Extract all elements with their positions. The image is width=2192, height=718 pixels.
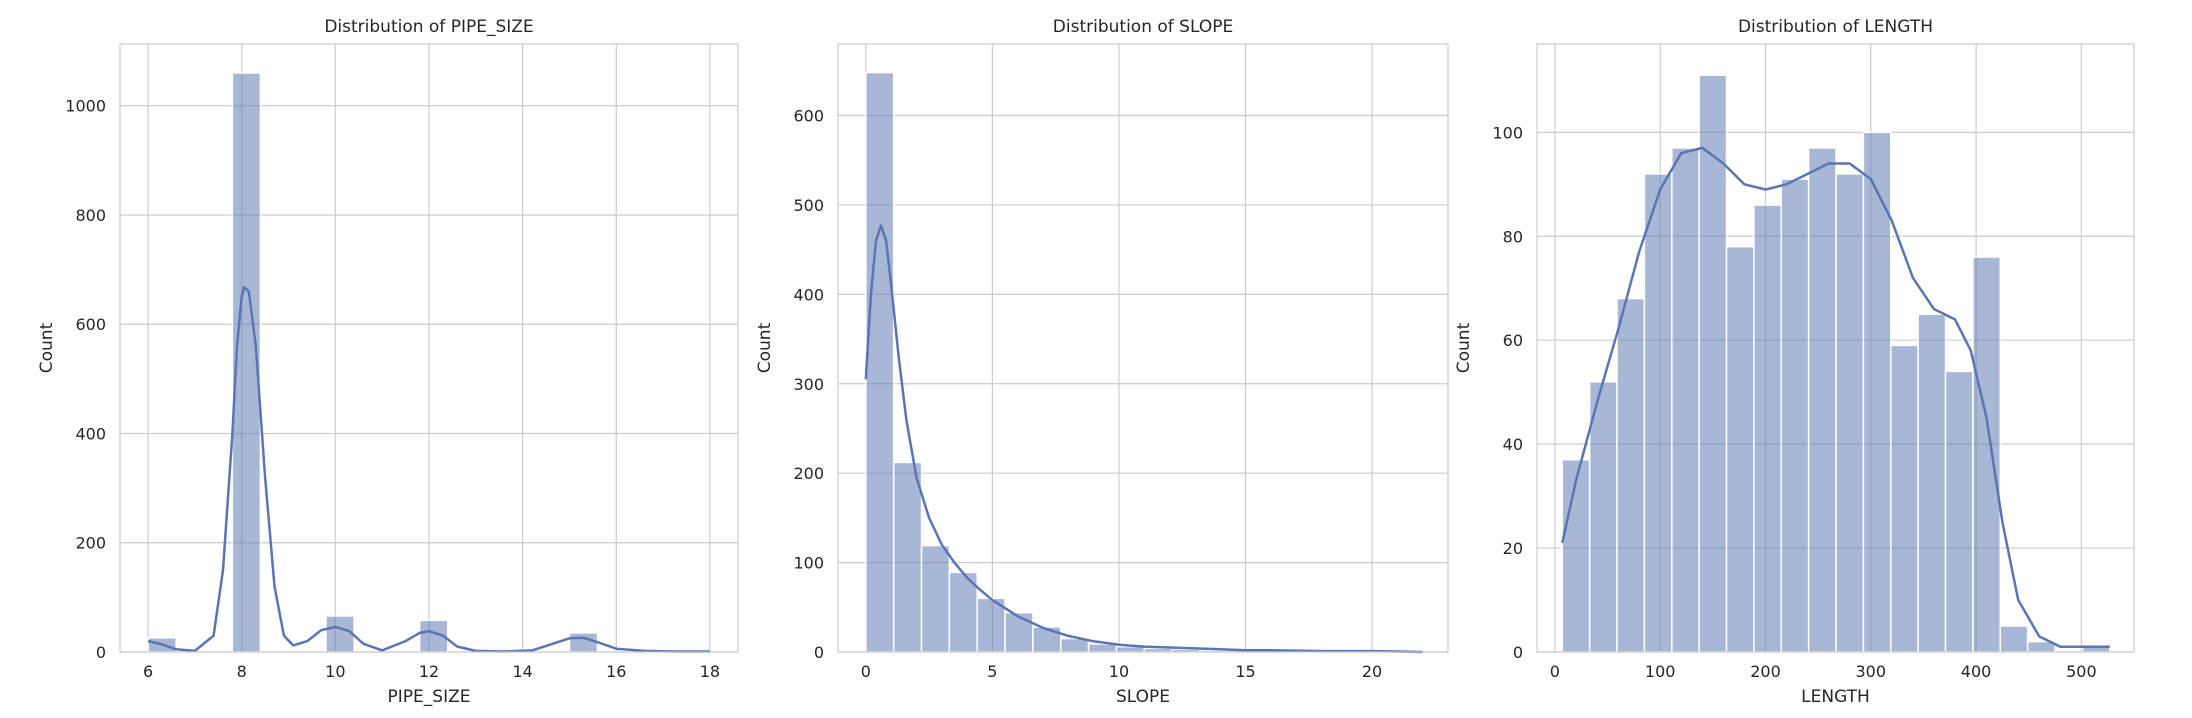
y-tick-label: 200 [75,534,106,553]
x-axis-label: SLOPE [1116,687,1170,707]
x-tick-label: 200 [1750,662,1781,681]
x-tick-label: 5 [987,662,997,681]
y-axis-label: Count [1454,322,1474,373]
x-tick-label: 0 [1550,662,1560,681]
histogram-bar [1032,626,1062,653]
y-tick-label: 0 [814,643,824,662]
y-tick-label: 60 [1503,331,1523,350]
histogram-bar [1835,173,1865,653]
histogram-bar [1561,458,1591,653]
histogram-bar [892,461,923,653]
axes-frame [1536,43,2135,653]
y-tick-label: 20 [1503,539,1523,558]
histogram-bar [1999,625,2029,653]
x-tick-label: 300 [1855,662,1886,681]
y-tick-label: 80 [1503,227,1523,246]
y-tick-label: 200 [793,464,824,483]
histogram-bar [920,544,951,653]
y-tick-label: 600 [793,107,824,126]
axes-frame [119,43,739,653]
x-tick-label: 100 [1645,662,1676,681]
histogram-bar [1643,173,1673,653]
kde-curve [864,224,1423,654]
y-tick-label: 0 [96,643,106,662]
axes-frame [837,43,1449,653]
x-axis-label: PIPE_SIZE [388,687,471,707]
y-tick-label: 800 [75,206,106,225]
histogram-bar [1780,178,1810,653]
x-tick-label: 10 [325,662,345,681]
histogram-bar [1890,344,1919,653]
y-tick-label: 500 [793,196,824,215]
y-tick-label: 400 [793,285,824,304]
y-tick-label: 600 [75,315,106,334]
histogram-bar [1588,381,1618,653]
y-tick-label: 0 [1513,643,1523,662]
histogram-bar [1944,370,1974,653]
histogram-bar [325,615,355,653]
y-tick-label: 100 [793,554,824,573]
histogram-bar [1087,643,1118,653]
y-tick-label: 40 [1503,435,1523,454]
x-tick-label: 10 [1109,662,1129,681]
chart-title: Distribution of SLOPE [1053,17,1233,37]
panel-length: Distribution of LENGTH LENGTH Count 0 100… [1454,17,2135,707]
histogram-bar [568,632,599,653]
y-tick-label: 300 [793,375,824,394]
panel-slope: Distribution of SLOPE SLOPE Count 0 5 10 15… [755,17,1449,707]
x-tick-label: 15 [1235,662,1255,681]
histogram-bar [1972,256,2002,653]
x-tick-label: 0 [861,662,871,681]
x-tick-label: 16 [606,662,626,681]
histogram-bar [1616,297,1646,653]
y-axis-label: Count [755,322,775,373]
histogram-bar [1753,204,1783,653]
histogram-bar [1004,611,1034,653]
chart-title: Distribution of LENGTH [1738,17,1933,37]
histogram-bar [1725,245,1755,653]
histogram-bar [865,71,895,653]
x-tick-label: 20 [1362,662,1382,681]
histogram-bars [865,71,1424,653]
histogram-bar [1671,147,1700,653]
grid-lines [120,44,738,653]
histogram-bar [948,571,978,653]
x-tick-label: 18 [700,662,720,681]
chart-title: Distribution of PIPE_SIZE [324,17,533,37]
x-tick-label: 500 [2066,662,2097,681]
x-tick-label: 14 [512,662,532,681]
histogram-bar [1807,147,1837,653]
x-tick-label: 400 [1961,662,1992,681]
x-tick-label: 12 [419,662,439,681]
histogram-bar [1917,313,1947,653]
panel-pipe-size: Distribution of PIPE_SIZE PIPE_SIZE Coun… [37,17,739,707]
kde-curve [147,285,710,653]
x-tick-label: 6 [143,662,153,681]
y-tick-label: 1000 [65,97,106,116]
x-tick-label: 8 [237,662,247,681]
histogram-bars [1561,74,2111,653]
kde-curve [1561,146,2110,649]
histogram-bars [147,72,599,653]
x-axis-label: LENGTH [1801,687,1870,707]
y-tick-label: 400 [75,424,106,443]
y-tick-label: 100 [1492,123,1523,142]
y-axis-label: Count [37,322,57,373]
